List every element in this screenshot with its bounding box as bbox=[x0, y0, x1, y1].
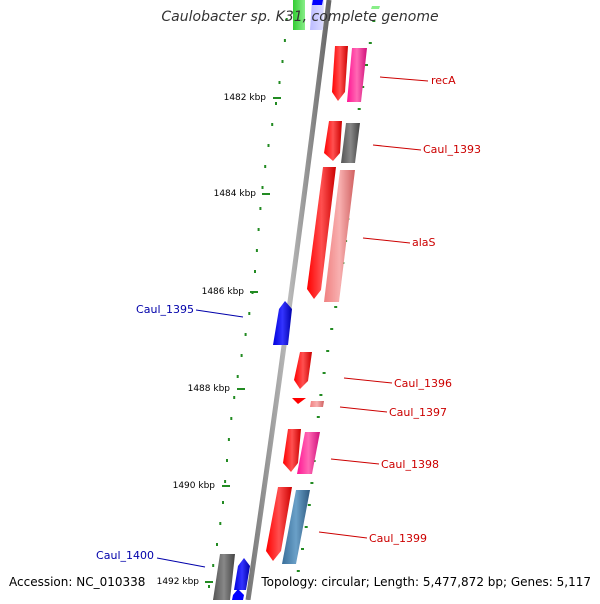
gc-dot bbox=[296, 570, 300, 572]
gene-label-caul-1396[interactable]: Caul_1396 bbox=[394, 377, 452, 390]
gc-dot bbox=[372, 20, 376, 22]
leader-line-caul-1393 bbox=[372, 144, 422, 151]
gc-dot bbox=[278, 81, 281, 84]
accession-text: Accession: NC_010338 bbox=[9, 575, 146, 589]
gc-dot bbox=[281, 60, 284, 63]
gene-box-reca bbox=[347, 48, 367, 102]
gc-dot bbox=[275, 102, 277, 105]
gc-dot bbox=[261, 186, 264, 189]
leader-line-reca bbox=[379, 76, 429, 82]
gc-dot bbox=[322, 372, 326, 374]
gene-label-alas[interactable]: alaS bbox=[412, 236, 436, 249]
gc-dot bbox=[285, 18, 288, 21]
gc-dot bbox=[222, 501, 224, 504]
gc-dot bbox=[301, 548, 304, 550]
leader-line-caul-1395 bbox=[195, 309, 244, 318]
gc-dot bbox=[330, 328, 334, 330]
gc-dot bbox=[326, 350, 330, 352]
gene-label-caul-1400[interactable]: Caul_1400 bbox=[96, 549, 154, 562]
gc-dot bbox=[283, 39, 286, 42]
gc-dot bbox=[240, 354, 243, 357]
gc-dot bbox=[226, 459, 228, 462]
gc-dot bbox=[230, 417, 233, 420]
gc-dot bbox=[216, 543, 218, 546]
gc-dot bbox=[357, 108, 361, 110]
gene-arrow-caul-1398 bbox=[283, 429, 301, 472]
gene-arrow-bottom bbox=[232, 589, 244, 600]
scale-ticks: 1482 kbp 1484 kbp 1486 kbp 1488 kbp 1490… bbox=[157, 93, 281, 587]
tick-label: 1482 kbp bbox=[224, 93, 267, 103]
gene-arrow-caul-1400 bbox=[234, 558, 250, 590]
gc-dot bbox=[264, 165, 267, 168]
gc-dot bbox=[219, 522, 222, 525]
gc-dot bbox=[244, 333, 247, 336]
gene-labels: recA Caul_1393 alaS Caul_1395 Caul_1396 … bbox=[96, 74, 481, 568]
gc-dot bbox=[319, 394, 323, 396]
genome-backbone bbox=[245, 0, 332, 601]
leader-line-caul-1397 bbox=[339, 406, 388, 413]
topology-text: Topology: circular; Length: 5,477,872 bp… bbox=[261, 575, 591, 589]
top-feature-blue bbox=[312, 0, 323, 5]
gene-arrow-caul-1393 bbox=[324, 121, 342, 161]
gene-box-caul-1393 bbox=[341, 123, 360, 163]
leader-line-alas bbox=[362, 237, 411, 244]
gene-box-alas bbox=[324, 170, 355, 302]
gene-arrow-alas bbox=[307, 167, 336, 299]
tick-label: 1486 kbp bbox=[202, 287, 245, 297]
gc-dot bbox=[224, 480, 227, 483]
top-feature-lavender bbox=[310, 0, 324, 30]
gene-label-caul-1393[interactable]: Caul_1393 bbox=[423, 143, 481, 156]
gene-label-caul-1399[interactable]: Caul_1399 bbox=[369, 532, 427, 545]
gc-dot bbox=[307, 504, 311, 506]
gc-dot bbox=[248, 312, 251, 315]
gc-dot bbox=[267, 144, 270, 147]
gc-dot bbox=[212, 564, 215, 567]
gene-label-caul-1398[interactable]: Caul_1398 bbox=[381, 458, 439, 471]
top-feature-small bbox=[371, 6, 380, 9]
gene-label-caul-1395[interactable]: Caul_1395 bbox=[136, 303, 194, 316]
gc-dot bbox=[254, 270, 256, 273]
gene-arrow-caul-1399 bbox=[266, 487, 292, 561]
gene-box-caul-1398 bbox=[297, 432, 320, 474]
gc-dot bbox=[227, 438, 230, 441]
gene-arrow-caul-1397 bbox=[292, 398, 306, 404]
gene-label-caul-1397[interactable]: Caul_1397 bbox=[389, 406, 447, 419]
gc-dot bbox=[365, 64, 368, 66]
gc-dot bbox=[334, 306, 338, 308]
map-title: Caulobacter sp. K31, complete genome bbox=[161, 9, 439, 25]
gc-dot bbox=[368, 42, 372, 44]
leader-line-caul-1399 bbox=[318, 531, 368, 539]
gc-dot bbox=[271, 123, 274, 126]
gc-dot bbox=[257, 228, 260, 231]
gc-dot bbox=[233, 396, 236, 399]
gc-dot bbox=[259, 207, 262, 210]
gc-dot bbox=[310, 482, 314, 484]
tick-label: 1490 kbp bbox=[173, 481, 216, 491]
gene-box-caul-1400 bbox=[213, 554, 235, 600]
leader-line-caul-1400 bbox=[156, 557, 206, 568]
gene-box-caul-1399 bbox=[282, 490, 310, 564]
gene-label-reca[interactable]: recA bbox=[431, 74, 456, 87]
gc-dot bbox=[236, 375, 239, 378]
tick-label: 1484 kbp bbox=[214, 189, 257, 199]
leader-line-caul-1396 bbox=[343, 377, 393, 384]
gene-arrow-caul-1395 bbox=[273, 301, 292, 345]
gc-dot bbox=[208, 585, 210, 588]
gene-arrow-reca bbox=[332, 46, 348, 101]
gc-dot bbox=[255, 249, 258, 252]
tick-label: 1488 kbp bbox=[188, 384, 231, 394]
gc-dot bbox=[361, 86, 365, 88]
gene-arrow-caul-1396 bbox=[294, 352, 312, 389]
leader-line-caul-1398 bbox=[330, 458, 380, 465]
top-feature-green bbox=[293, 0, 305, 30]
gene-box-caul-1397 bbox=[310, 401, 324, 407]
gc-dot bbox=[304, 526, 308, 528]
tick-label: 1492 kbp bbox=[157, 577, 200, 587]
gc-dot bbox=[316, 416, 320, 418]
